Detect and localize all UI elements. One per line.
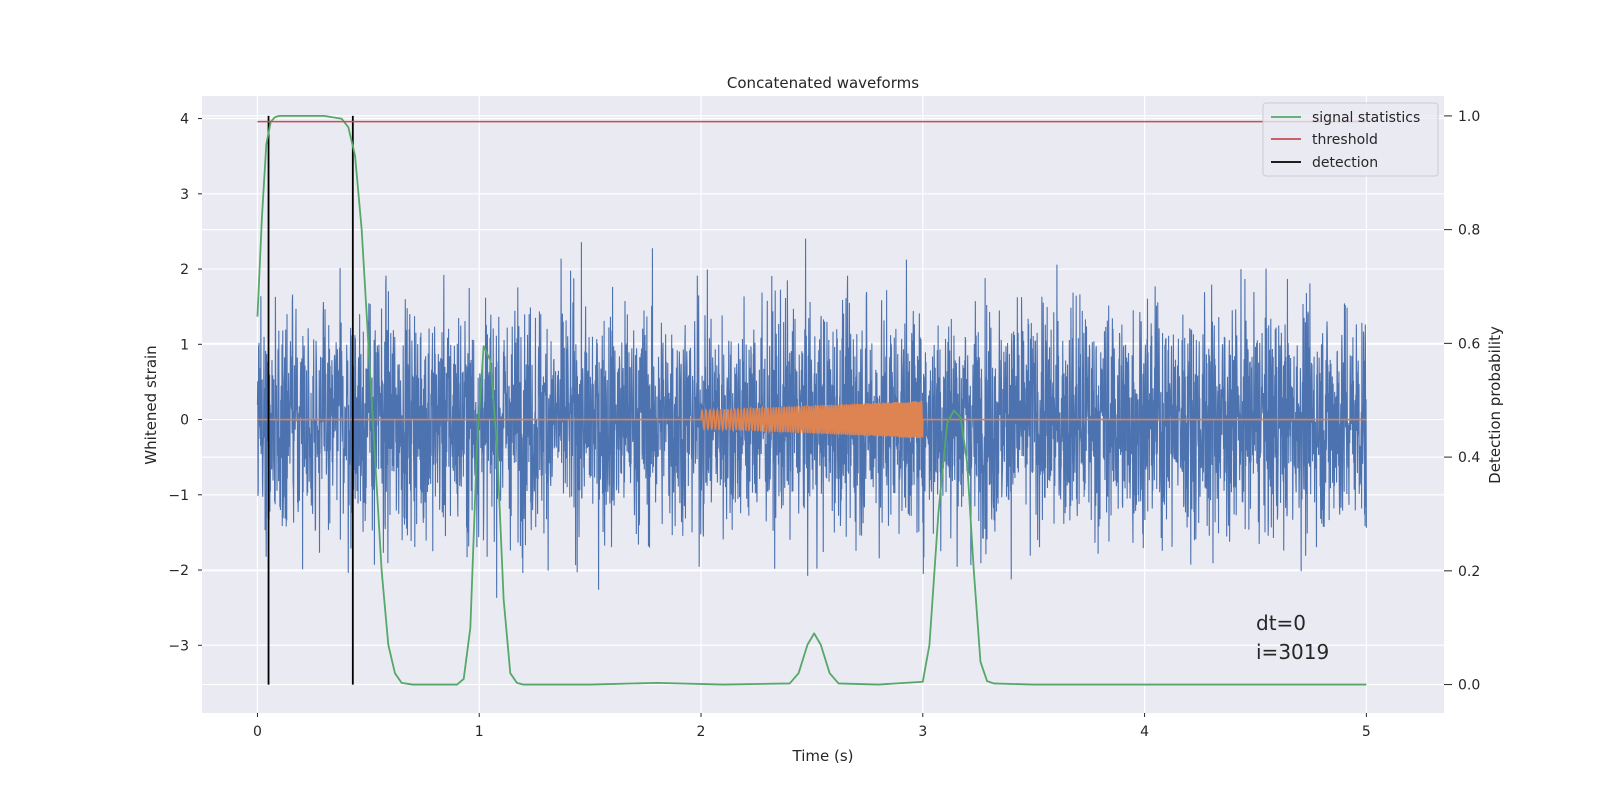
x-tick-label: 1: [475, 724, 484, 740]
right-axis-ticks: 1.0 0.8 0.6 0.4 0.2 0.0: [1444, 109, 1480, 694]
y-tick-label: −2: [168, 563, 189, 579]
signal-statistics-series: [256, 115, 1367, 686]
y-tick-label: 3: [180, 187, 189, 203]
legend-label-signal-statistics: signal statistics: [1312, 110, 1420, 126]
strain-line: [256, 238, 1367, 598]
x-tick-label: 4: [1140, 724, 1149, 740]
detection-series: [267, 115, 354, 685]
legend: signal statistics threshold detection: [1262, 102, 1439, 177]
right-tick-label: 0.8: [1458, 223, 1480, 239]
chart-title: Concatenated waveforms: [727, 74, 919, 92]
right-axis-label: Detection probability: [1486, 326, 1504, 484]
y-tick-label: 4: [180, 112, 189, 128]
y-tick-label: 0: [180, 413, 189, 429]
legend-label-threshold: threshold: [1312, 132, 1378, 148]
x-tick-label: 3: [918, 724, 927, 740]
y-tick-label: 1: [180, 337, 189, 353]
right-tick-label: 1.0: [1458, 109, 1480, 125]
right-tick-label: 0.0: [1458, 678, 1480, 694]
y-axis-label: Whitened strain: [142, 345, 160, 464]
y-tick-label: −1: [168, 488, 189, 504]
y-tick-label: 2: [180, 262, 189, 278]
right-tick-label: 0.4: [1458, 450, 1480, 466]
legend-box: [1262, 102, 1439, 177]
x-tick-label: 2: [697, 724, 706, 740]
y-tick-label: −3: [168, 638, 189, 654]
strain-series: [256, 238, 1367, 598]
annotation-dt: dt=0: [1256, 611, 1306, 635]
x-axis-ticks: 0 1 2 3 4 5: [253, 713, 1371, 740]
right-tick-label: 0.6: [1458, 336, 1480, 352]
injection-series: [257, 400, 1367, 439]
annotation-index: i=3019: [1256, 640, 1329, 664]
x-axis-label: Time (s): [792, 747, 854, 765]
y-axis-ticks: 4 3 2 1 0 −1 −2 −3: [168, 112, 202, 654]
legend-label-detection: detection: [1312, 155, 1378, 171]
right-tick-label: 0.2: [1458, 564, 1480, 580]
x-tick-label: 5: [1362, 724, 1371, 740]
x-tick-label: 0: [253, 724, 262, 740]
injection-line: [257, 400, 1367, 439]
signal-statistics-line: [256, 115, 1367, 686]
